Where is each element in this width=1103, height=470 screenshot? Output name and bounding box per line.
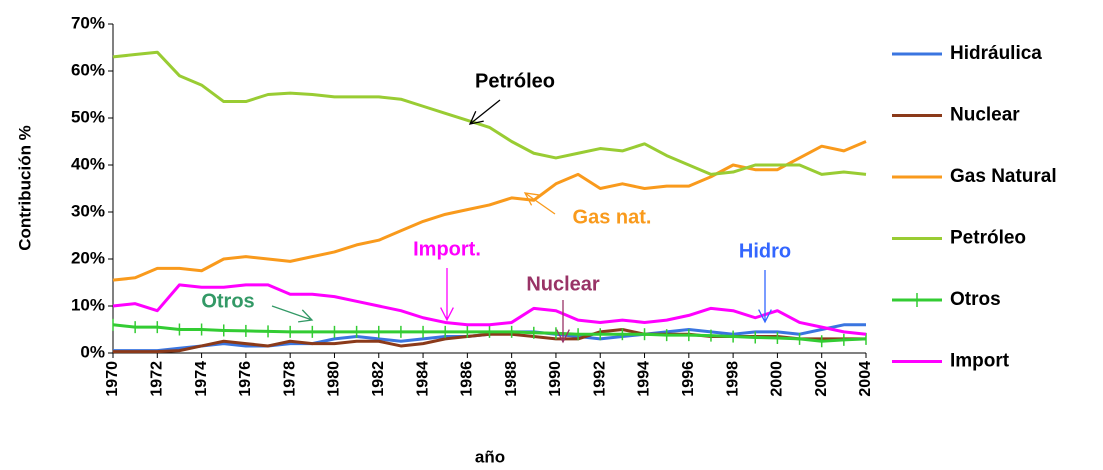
series-line [112, 283, 867, 336]
annotation: Gas nat. [573, 206, 652, 228]
x-tick-label: 1978 [281, 361, 298, 397]
x-tick-label: 1972 [149, 361, 166, 397]
x-tick-label: 1986 [459, 361, 476, 397]
x-tick-label: 1992 [591, 361, 608, 397]
annotation-arrow [468, 99, 501, 125]
y-tick-label: 60% [71, 60, 105, 79]
x-tick-label: 1976 [237, 361, 254, 397]
legend-label: Import [950, 351, 1010, 372]
y-tick-label: 20% [71, 248, 105, 267]
y-tick-label: 40% [71, 154, 105, 173]
y-axis-label: Contribución % [15, 125, 34, 251]
annotation: Nuclear [526, 273, 600, 295]
x-tick-label: 1990 [547, 361, 564, 397]
annotation: Hidro [739, 240, 791, 262]
x-tick-label: 1970 [104, 361, 121, 397]
y-tick-label: 70% [71, 13, 105, 32]
series-line [112, 50, 867, 176]
annotation: Import. [413, 238, 481, 260]
legend-label: Otros [950, 289, 1001, 310]
x-tick-label: 1982 [370, 361, 387, 397]
y-tick-label: 50% [71, 107, 105, 126]
annotation-arrow [271, 305, 314, 323]
x-axis-label: año [475, 447, 505, 466]
y-tick-label: 30% [71, 201, 105, 220]
x-tick-label: 1994 [636, 361, 653, 397]
legend-label: Gas Natural [950, 166, 1057, 187]
x-tick-label: 2004 [857, 361, 874, 397]
annotation: Petróleo [475, 70, 555, 92]
annotation-arrow [523, 192, 556, 215]
annotation-arrow [556, 300, 570, 344]
x-tick-label: 1974 [193, 361, 210, 397]
x-tick-label: 1988 [503, 361, 520, 397]
annotation-arrow [440, 268, 454, 322]
legend-label: Hidráulica [950, 43, 1042, 64]
series-line [112, 140, 867, 282]
annotation: Otros [201, 290, 254, 312]
x-tick-label: 2000 [769, 361, 786, 397]
legend-label: Petróleo [950, 228, 1026, 249]
x-tick-label: 2002 [813, 361, 830, 397]
annotation-arrow [758, 270, 772, 324]
x-tick-label: 1996 [680, 361, 697, 397]
x-tick-label: 1984 [414, 361, 431, 397]
legend-label: Nuclear [950, 105, 1020, 126]
x-tick-label: 1998 [724, 361, 741, 397]
y-tick-label: 0% [80, 342, 105, 361]
y-tick-label: 10% [71, 295, 105, 314]
x-tick-label: 1980 [326, 361, 343, 397]
